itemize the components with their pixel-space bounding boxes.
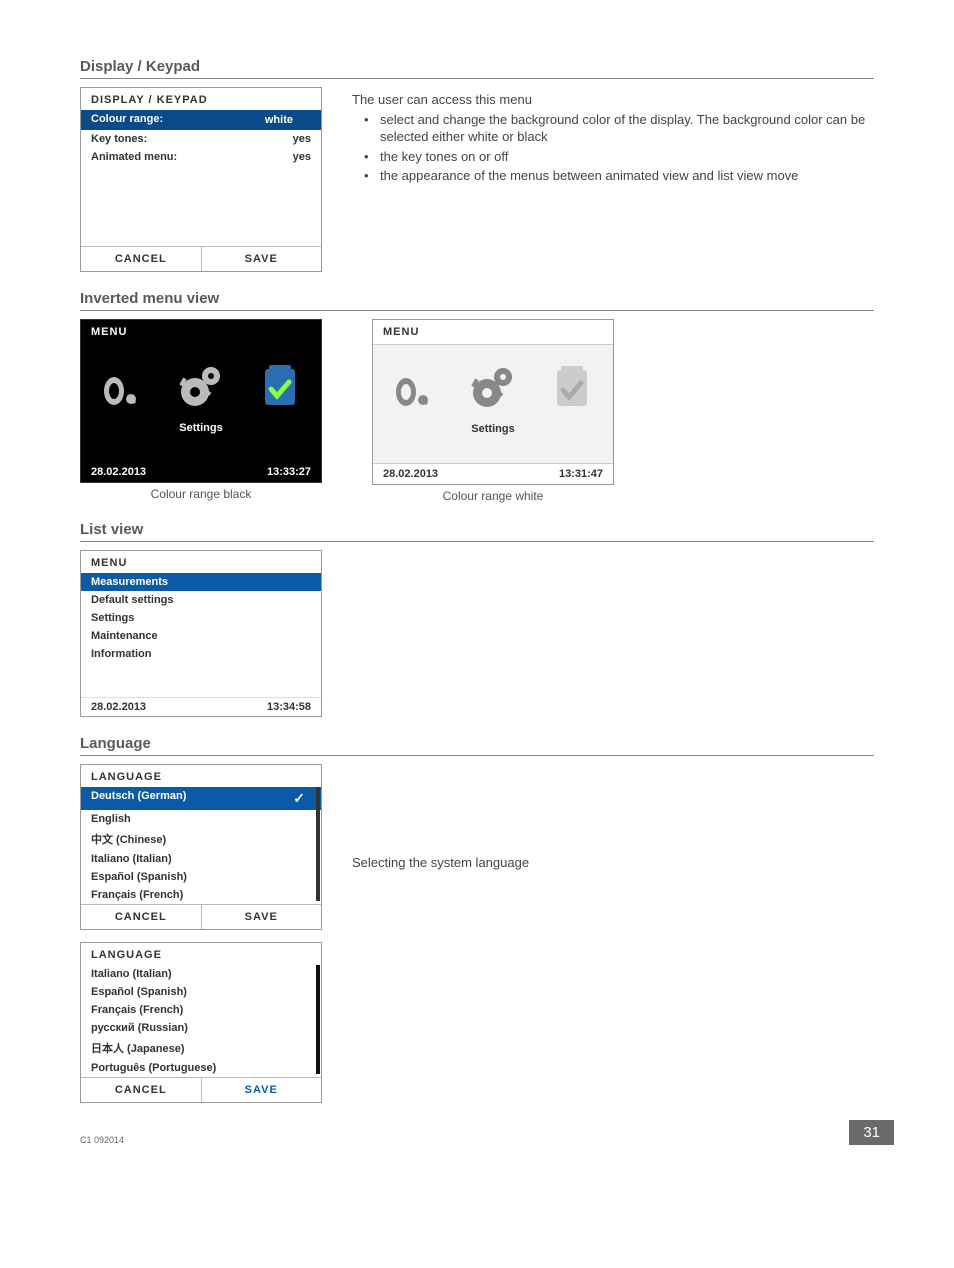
panel-title: LANGUAGE <box>81 943 321 965</box>
setting-label: Animated menu: <box>91 151 177 163</box>
setting-value: yes <box>293 151 311 163</box>
measurements-icon[interactable] <box>384 357 444 417</box>
lang-item-french[interactable]: Français (French) <box>81 886 321 904</box>
display-keypad-description: The user can access this menu select and… <box>352 87 874 272</box>
panel-title: LANGUAGE <box>81 765 321 787</box>
heading-language: Language <box>80 735 874 756</box>
list-item-measurements[interactable]: Measurements <box>81 573 321 591</box>
cancel-button[interactable]: CANCEL <box>81 1078 202 1102</box>
heading-list-view: List view <box>80 521 874 542</box>
lang-item-german[interactable]: Deutsch (German) ✓ <box>81 787 321 810</box>
list-item-maintenance[interactable]: Maintenance <box>81 627 321 645</box>
lang-item-english[interactable]: English <box>81 810 321 828</box>
list-view-panel: MENU Measurements Default settings Setti… <box>80 550 322 717</box>
footer-note: C1 092014 <box>80 1135 124 1145</box>
status-date: 28.02.2013 <box>91 466 146 478</box>
heading-display-keypad: Display / Keypad <box>80 58 874 79</box>
status-time: 13:31:47 <box>559 468 603 480</box>
menu-icon-label: Settings <box>373 423 613 463</box>
list-item-default-settings[interactable]: Default settings <box>81 591 321 609</box>
panel-title: DISPLAY / KEYPAD <box>81 88 321 110</box>
desc-intro: The user can access this menu <box>352 91 874 109</box>
status-time: 13:33:27 <box>267 466 311 478</box>
lang-label: Deutsch (German) <box>91 790 186 807</box>
language-panel-2: LANGUAGE Italiano (Italian) Español (Spa… <box>80 942 322 1103</box>
scrollbar[interactable] <box>316 965 320 1074</box>
scrollbar[interactable] <box>316 787 320 901</box>
measurements-icon[interactable] <box>92 356 152 416</box>
lang-item-italian[interactable]: Italiano (Italian) <box>81 850 321 868</box>
menu-panel-black: MENU Settings 28.02.2013 13:33:27 <box>80 319 322 483</box>
save-button[interactable]: SAVE <box>202 247 322 271</box>
caption-black: Colour range black <box>80 483 322 501</box>
status-date: 28.02.2013 <box>91 701 146 713</box>
setting-row-animated-menu[interactable]: Animated menu: yes <box>81 148 321 166</box>
maintenance-icon[interactable] <box>542 357 602 417</box>
status-time: 13:34:58 <box>267 701 311 713</box>
setting-row-key-tones[interactable]: Key tones: yes <box>81 130 321 148</box>
settings-icon[interactable] <box>171 356 231 416</box>
status-date: 28.02.2013 <box>383 468 438 480</box>
setting-label: Key tones: <box>91 133 147 145</box>
settings-icon[interactable] <box>463 357 523 417</box>
caption-white: Colour range white <box>372 485 614 503</box>
lang-item-italian[interactable]: Italiano (Italian) <box>81 965 321 983</box>
save-button[interactable]: SAVE <box>202 1078 322 1102</box>
list-item-information[interactable]: Information <box>81 645 321 663</box>
display-keypad-panel: DISPLAY / KEYPAD Colour range: white Key… <box>80 87 322 272</box>
setting-row-colour-range[interactable]: Colour range: white <box>81 110 321 130</box>
lang-item-spanish[interactable]: Español (Spanish) <box>81 983 321 1001</box>
menu-panel-white: MENU Settings 28.02.2013 13:31:47 <box>372 319 614 485</box>
cancel-button[interactable]: CANCEL <box>81 247 202 271</box>
setting-value: yes <box>293 133 311 145</box>
panel-title: MENU <box>81 551 321 573</box>
lang-item-french[interactable]: Français (French) <box>81 1001 321 1019</box>
lang-item-russian[interactable]: русский (Russian) <box>81 1019 321 1037</box>
setting-value: white <box>247 113 311 127</box>
list-item-settings[interactable]: Settings <box>81 609 321 627</box>
heading-inverted-menu: Inverted menu view <box>80 290 874 311</box>
lang-item-japanese[interactable]: 日本人 (Japanese) <box>81 1037 321 1059</box>
menu-title: MENU <box>373 320 613 345</box>
setting-label: Colour range: <box>91 113 163 127</box>
lang-item-portuguese[interactable]: Português (Portuguese) <box>81 1059 321 1077</box>
maintenance-icon[interactable] <box>250 356 310 416</box>
language-panel-1: LANGUAGE Deutsch (German) ✓ English 中文 (… <box>80 764 322 930</box>
menu-icon-label: Settings <box>81 422 321 462</box>
cancel-button[interactable]: CANCEL <box>81 905 202 929</box>
check-icon: ✓ <box>293 790 311 807</box>
page-number: 31 <box>849 1120 894 1145</box>
language-description: Selecting the system language <box>352 854 874 872</box>
lang-item-chinese[interactable]: 中文 (Chinese) <box>81 828 321 850</box>
desc-item: the key tones on or off <box>352 148 874 166</box>
menu-title: MENU <box>81 320 321 344</box>
lang-item-spanish[interactable]: Español (Spanish) <box>81 868 321 886</box>
save-button[interactable]: SAVE <box>202 905 322 929</box>
desc-item: select and change the background color o… <box>352 111 874 146</box>
desc-item: the appearance of the menus between anim… <box>352 167 874 185</box>
